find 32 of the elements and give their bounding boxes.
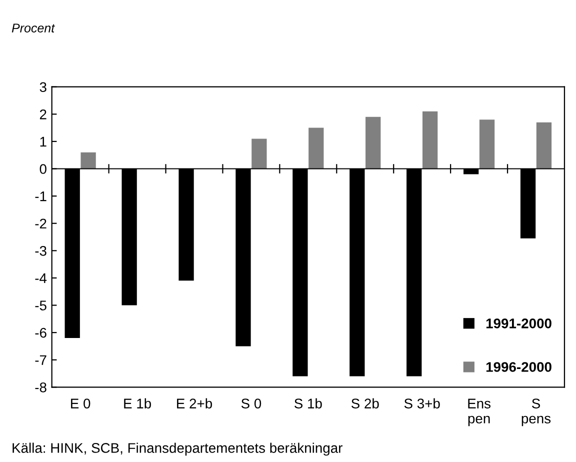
x-tick-label: E 0 — [71, 398, 90, 408]
y-tick-label: -4 — [35, 273, 47, 283]
legend-label: 1996-2000 — [486, 362, 552, 372]
x-tick-label: S 2b — [351, 398, 379, 408]
y-tick-label: 3 — [40, 82, 46, 92]
x-tick-label: E 2+b — [177, 398, 212, 408]
x-tick-label: Ens pen — [468, 398, 491, 426]
y-tick-label: 1 — [40, 136, 46, 146]
text: Procent — [12, 24, 56, 32]
x-tick-label: S 0 — [241, 398, 262, 408]
text: Källa: HINK, SCB, Finansdepartementets beräkningar — [12, 442, 342, 456]
y-tick-label: -2 — [35, 218, 46, 228]
bar — [479, 120, 495, 169]
x-tick-label: E 1b — [124, 398, 151, 408]
y-tick-label: -6 — [35, 328, 46, 338]
y-tick-label: -5 — [35, 300, 46, 310]
y-tick-label: 0 — [40, 164, 46, 174]
y-tick-label: 2 — [40, 109, 46, 120]
bar — [536, 122, 552, 169]
y-tick-label: -3 — [35, 246, 46, 256]
bar — [80, 152, 96, 169]
bar — [308, 128, 324, 169]
y-tick-label: -1 — [35, 192, 46, 202]
legend-label: 1991-2000 — [486, 318, 552, 328]
x-tick-label: S pens — [522, 398, 551, 426]
bar — [252, 138, 267, 169]
bar — [366, 116, 381, 169]
x-tick-label: S 1b — [294, 398, 322, 408]
bar — [422, 111, 438, 169]
y-tick-label: -7 — [35, 355, 46, 365]
x-tick-label: S 3+b — [404, 398, 440, 408]
y-tick-label: -8 — [35, 382, 46, 392]
